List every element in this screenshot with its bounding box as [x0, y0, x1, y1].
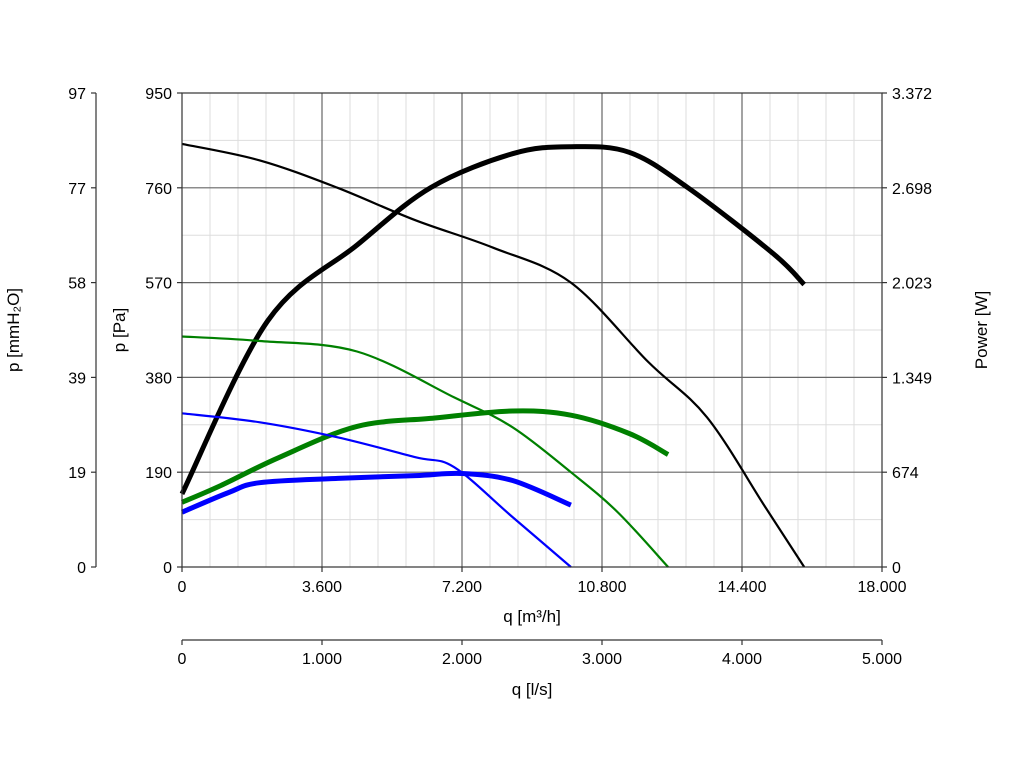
- y-tick-label-pa: 950: [145, 86, 172, 103]
- y-tick-label-mmh2o: 19: [68, 465, 86, 482]
- y-tick-label-power: 0: [892, 560, 901, 577]
- grid-minor: [182, 93, 882, 567]
- y-tick-label-pa: 190: [145, 465, 172, 482]
- blue-power-curve: [181, 470, 572, 515]
- x-tick-label-secondary: 2.000: [442, 651, 482, 668]
- x-tick-label-primary: 3.600: [302, 579, 342, 596]
- x-tick-label-secondary: 5.000: [862, 651, 902, 668]
- x-tick-label-secondary: 1.000: [302, 651, 342, 668]
- x-tick-label-secondary: 4.000: [722, 651, 762, 668]
- y-tick-label-pa: 570: [145, 276, 172, 293]
- y-axis-label-pa: p [Pa]: [110, 308, 129, 352]
- y-tick-label-power: 3.372: [892, 86, 932, 103]
- y-tick-label-mmh2o: 39: [68, 370, 86, 387]
- plot-frame: [181, 92, 883, 568]
- x-tick-label-secondary: 3.000: [582, 651, 622, 668]
- axes: [91, 92, 887, 645]
- x-tick-label-primary: 18.000: [858, 579, 907, 596]
- x-axis-label-secondary: q [l/s]: [512, 680, 553, 699]
- black-pressure-curve: [181, 142, 806, 568]
- y-tick-label-pa: 0: [163, 560, 172, 577]
- y-tick-label-mmh2o: 0: [77, 560, 86, 577]
- blue-pressure-curve: [181, 412, 572, 568]
- curves: [179, 142, 807, 568]
- y-tick-label-power: 674: [892, 465, 919, 482]
- x-tick-label-primary: 10.800: [578, 579, 627, 596]
- x-tick-label-secondary: 0: [178, 651, 187, 668]
- y-tick-label-power: 2.023: [892, 276, 932, 293]
- black-power-curve: [179, 144, 807, 496]
- y-tick-label-power: 1.349: [892, 370, 932, 387]
- green-pressure-curve: [181, 335, 669, 568]
- y-tick-label-mmh2o: 77: [68, 181, 86, 198]
- x-tick-label-primary: 0: [178, 579, 187, 596]
- x-tick-label-primary: 14.400: [718, 579, 767, 596]
- y-tick-label-power: 2.698: [892, 181, 932, 198]
- y-tick-label-pa: 760: [145, 181, 172, 198]
- x-axis-label-primary: q [m³/h]: [503, 607, 561, 626]
- y-axis-label-mmh2o: p [mmH₂O]: [4, 288, 23, 372]
- y-axis-label-power: Power [W]: [972, 291, 991, 369]
- y-tick-label-mmh2o: 97: [68, 86, 86, 103]
- x-tick-label-primary: 7.200: [442, 579, 482, 596]
- y-tick-label-pa: 380: [145, 370, 172, 387]
- y-tick-label-mmh2o: 58: [68, 276, 86, 293]
- green-power-curve: [181, 408, 670, 505]
